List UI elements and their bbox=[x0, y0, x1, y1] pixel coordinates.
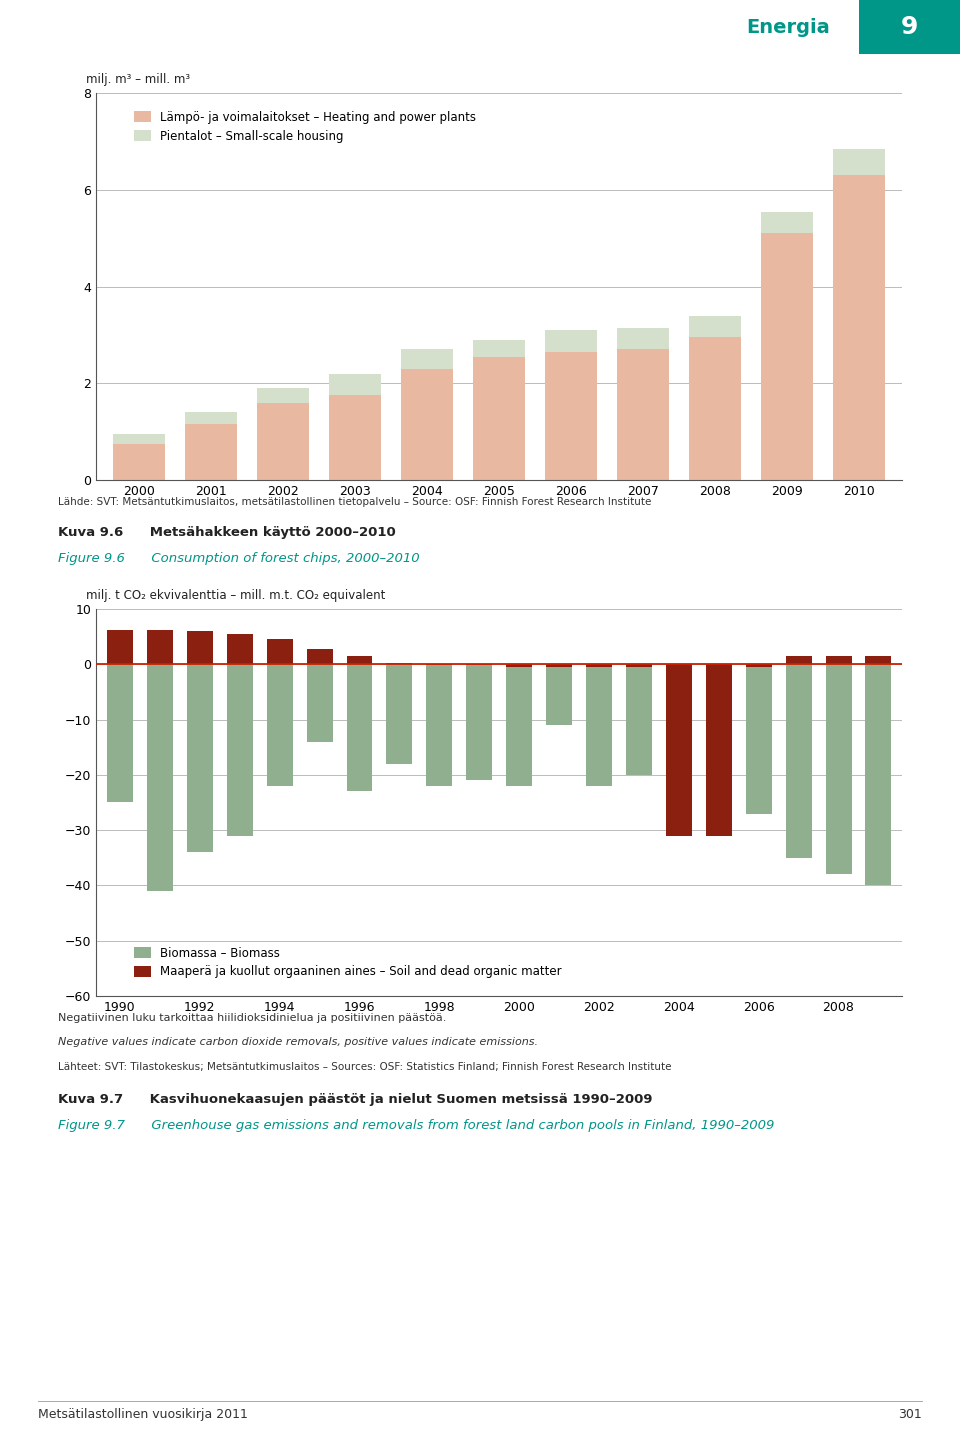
Text: Lähde: SVT: Metsäntutkimuslaitos, metsätilastollinen tietopalvelu – Source: OSF:: Lähde: SVT: Metsäntutkimuslaitos, metsät… bbox=[58, 497, 651, 507]
Bar bbox=[227, 633, 252, 665]
Bar bbox=[387, 665, 413, 764]
Bar bbox=[506, 665, 532, 785]
Bar bbox=[626, 665, 652, 775]
Bar bbox=[329, 396, 381, 480]
Bar bbox=[147, 665, 173, 891]
Bar bbox=[666, 665, 692, 835]
Bar bbox=[329, 374, 381, 396]
Bar bbox=[267, 639, 293, 665]
Text: Figure 9.6  Consumption of forest chips, 2000–2010: Figure 9.6 Consumption of forest chips, … bbox=[58, 552, 420, 565]
Bar bbox=[617, 350, 669, 480]
Bar bbox=[617, 328, 669, 350]
Bar bbox=[546, 665, 572, 666]
Bar bbox=[826, 665, 852, 874]
Bar bbox=[826, 656, 852, 665]
Bar bbox=[761, 212, 813, 234]
Bar bbox=[185, 413, 237, 424]
Legend: Lämpö- ja voimalaitokset – Heating and power plants, Pientalot – Small-scale hou: Lämpö- ja voimalaitokset – Heating and p… bbox=[134, 110, 476, 142]
Bar bbox=[866, 665, 892, 886]
Bar bbox=[545, 330, 597, 353]
Bar bbox=[467, 665, 492, 781]
Text: Energia: Energia bbox=[747, 17, 830, 37]
Bar bbox=[706, 665, 732, 835]
Bar bbox=[107, 665, 132, 802]
Text: milj. t CO₂ ekvivalenttia – mill. m.t. CO₂ equivalent: milj. t CO₂ ekvivalenttia – mill. m.t. C… bbox=[86, 589, 386, 602]
Bar bbox=[401, 350, 453, 368]
Bar bbox=[746, 665, 772, 668]
Bar bbox=[833, 175, 885, 480]
Bar bbox=[473, 357, 525, 480]
Bar bbox=[401, 368, 453, 480]
Bar bbox=[306, 665, 332, 742]
Bar bbox=[257, 388, 309, 403]
Bar bbox=[306, 649, 332, 665]
Bar bbox=[785, 656, 811, 665]
Text: Kuva 9.6  Metsähakkeen käyttö 2000–2010: Kuva 9.6 Metsähakkeen käyttö 2000–2010 bbox=[58, 526, 396, 539]
Bar bbox=[785, 665, 811, 858]
Text: Kuva 9.7  Kasvihuonekaasujen päästöt ja nielut Suomen metsissä 1990–2009: Kuva 9.7 Kasvihuonekaasujen päästöt ja n… bbox=[58, 1093, 652, 1106]
Bar bbox=[833, 149, 885, 175]
Text: milj. m³ – mill. m³: milj. m³ – mill. m³ bbox=[86, 73, 190, 86]
Bar bbox=[545, 353, 597, 480]
Text: 9: 9 bbox=[900, 16, 919, 39]
Text: Negatiivinen luku tarkoittaa hiilidioksidinielua ja positiivinen päästöä.: Negatiivinen luku tarkoittaa hiilidioksi… bbox=[58, 1013, 446, 1023]
Text: Lähteet: SVT: Tilastokeskus; Metsäntutkimuslaitos – Sources: OSF: Statistics Fin: Lähteet: SVT: Tilastokeskus; Metsäntutki… bbox=[58, 1062, 671, 1072]
Bar bbox=[689, 315, 741, 337]
Bar bbox=[666, 665, 692, 781]
Bar bbox=[426, 665, 452, 785]
Bar bbox=[689, 337, 741, 480]
Text: Metsätilastollinen vuosikirja 2011: Metsätilastollinen vuosikirja 2011 bbox=[38, 1407, 249, 1422]
Bar bbox=[586, 665, 612, 785]
Bar bbox=[113, 444, 165, 480]
Legend: Biomassa – Biomass, Maaperä ja kuollut orgaaninen aines – Soil and dead organic : Biomassa – Biomass, Maaperä ja kuollut o… bbox=[134, 947, 562, 979]
Bar bbox=[187, 665, 213, 853]
Text: 301: 301 bbox=[898, 1407, 922, 1422]
Bar bbox=[746, 665, 772, 814]
Bar bbox=[473, 340, 525, 357]
Bar bbox=[706, 665, 732, 808]
Bar bbox=[347, 665, 372, 791]
Bar bbox=[185, 424, 237, 480]
Bar bbox=[347, 656, 372, 665]
Bar bbox=[147, 631, 173, 665]
Bar bbox=[267, 665, 293, 785]
Bar bbox=[761, 234, 813, 480]
Text: Negative values indicate carbon dioxide removals, positive values indicate emiss: Negative values indicate carbon dioxide … bbox=[58, 1037, 538, 1048]
Bar bbox=[187, 631, 213, 665]
Bar bbox=[586, 665, 612, 666]
Bar bbox=[506, 665, 532, 666]
Bar bbox=[257, 403, 309, 480]
Bar bbox=[107, 631, 132, 665]
Bar bbox=[227, 665, 252, 835]
Bar bbox=[546, 665, 572, 725]
Bar bbox=[626, 665, 652, 666]
Bar bbox=[113, 434, 165, 444]
Text: Figure 9.7  Greenhouse gas emissions and removals from forest land carbon pools : Figure 9.7 Greenhouse gas emissions and … bbox=[58, 1119, 774, 1132]
Bar bbox=[866, 656, 892, 665]
